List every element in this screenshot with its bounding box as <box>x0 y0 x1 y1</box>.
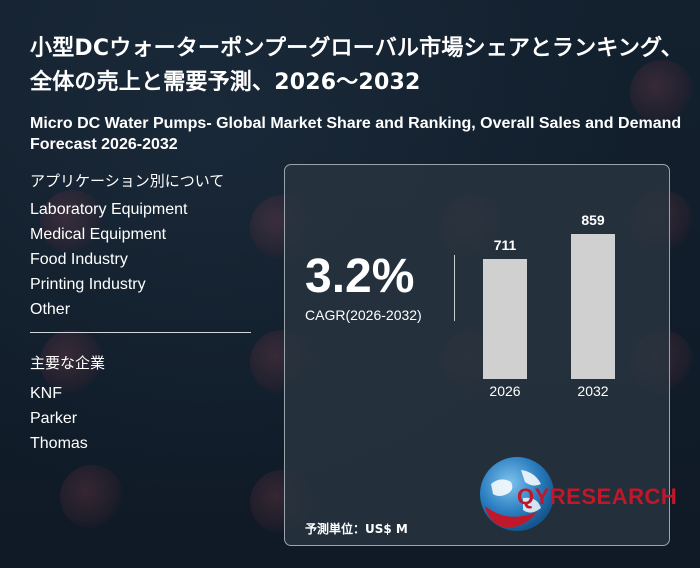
qyresearch-logo: QYRESEARCH <box>477 454 677 536</box>
cagr-label: CAGR(2026-2032) <box>305 307 422 323</box>
bar-2032 <box>571 234 615 379</box>
list-item: Medical Equipment <box>30 226 167 243</box>
bar-category-label: 2032 <box>577 383 609 399</box>
list-item: KNF <box>30 385 62 402</box>
list-item: Printing Industry <box>30 276 146 293</box>
watermark-logo <box>40 190 104 254</box>
forecast-card: 3.2% CAGR(2026-2032) 711 2026 859 2032 予測単位… <box>284 164 670 546</box>
unit-label: 予測単位：US$ M <box>305 522 408 536</box>
watermark-logo <box>40 330 104 394</box>
page-title-japanese: 小型DCウォーターポンプーグローバル市場シェアとランキング、全体の売上と需要予測… <box>30 36 683 95</box>
page-title-english: Micro DC Water Pumps- Global Market Shar… <box>30 115 682 153</box>
cagr-value: 3.2% <box>305 250 415 303</box>
section-divider <box>30 332 251 333</box>
applications-list: Laboratory Equipment Medical Equipment F… <box>30 197 187 322</box>
list-item: Laboratory Equipment <box>30 201 188 218</box>
bar-2026 <box>483 259 527 379</box>
bar-category-label: 2026 <box>489 383 521 399</box>
list-item: Parker <box>30 410 78 427</box>
bar-value-label: 711 <box>493 237 517 253</box>
list-item: Other <box>30 301 71 318</box>
watermark-logo <box>630 60 694 124</box>
watermark-logo <box>60 465 124 529</box>
card-divider <box>454 255 455 321</box>
applications-heading: アプリケーション別について <box>30 172 225 190</box>
companies-list: KNF Parker Thomas <box>30 381 88 456</box>
list-item: Thomas <box>30 435 88 452</box>
companies-heading: 主要な企業 <box>30 354 106 372</box>
globe-icon <box>480 457 554 531</box>
bar-value-label: 859 <box>581 212 605 228</box>
list-item: Food Industry <box>30 251 128 268</box>
logo-text: QYRESEARCH <box>517 484 678 509</box>
